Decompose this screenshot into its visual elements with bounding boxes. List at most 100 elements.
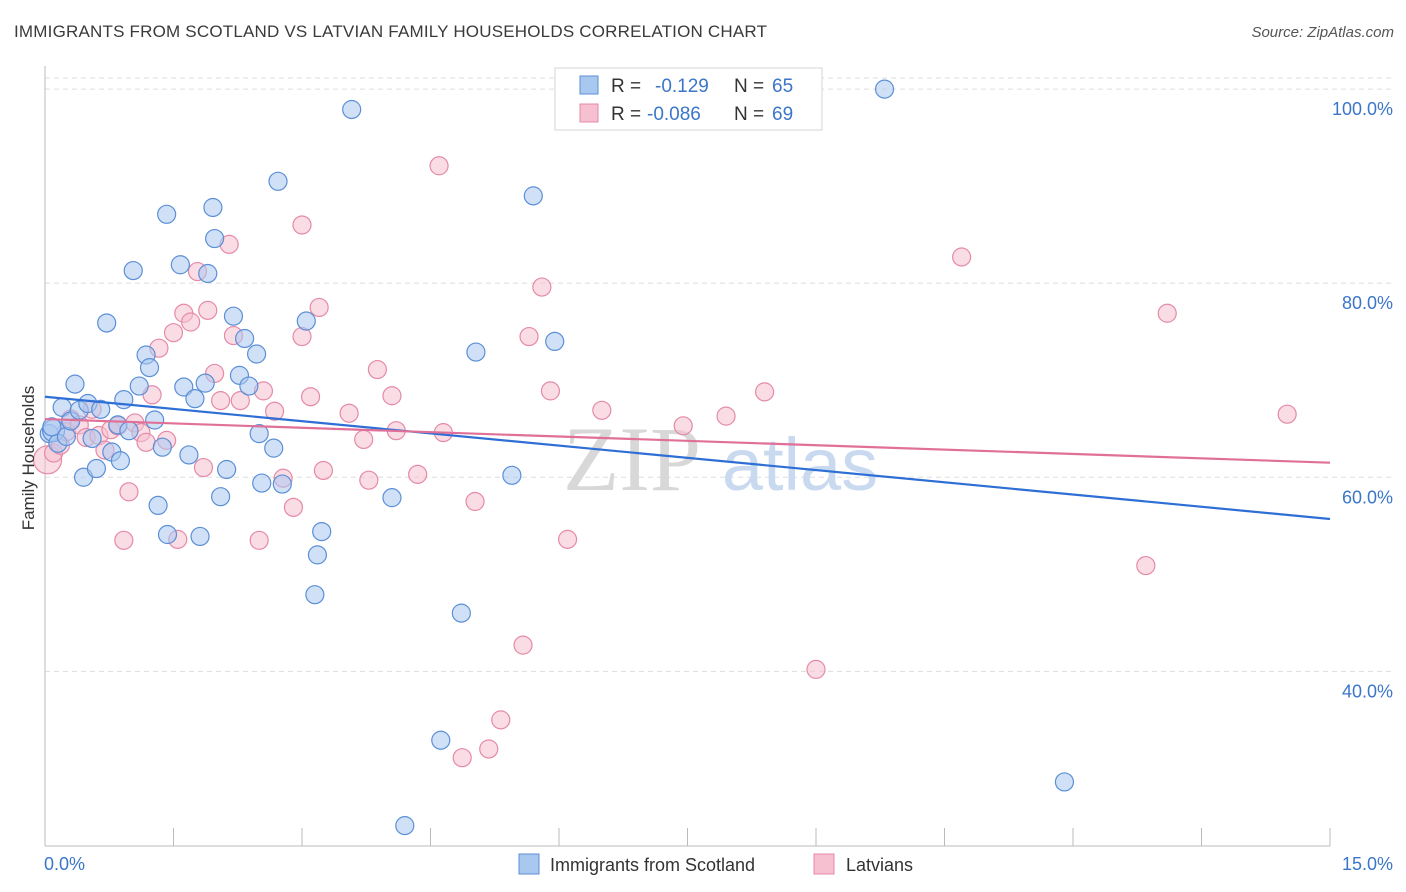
point-latvians [557, 529, 578, 549]
point-scotland [249, 423, 269, 444]
point-latvians [211, 391, 231, 411]
legend-n-label-2: N = [734, 104, 764, 125]
point-latvians [309, 297, 329, 318]
legend-n-label-1: N = [734, 76, 764, 97]
point-latvians [359, 470, 379, 490]
point-scotland [431, 730, 451, 750]
point-latvians [429, 156, 449, 176]
point-scotland [129, 376, 149, 396]
source-label: Source: ZipAtlas.com [1251, 24, 1394, 41]
point-scotland [272, 474, 292, 494]
point-scotland [312, 521, 332, 542]
point-latvians [1136, 555, 1156, 576]
point-scotland [235, 328, 255, 349]
point-scotland [139, 358, 160, 378]
legend-r-label-2: R = [611, 104, 641, 125]
point-scotland [170, 255, 190, 275]
point-latvians [408, 464, 428, 484]
point-latvians [264, 401, 285, 421]
point-scotland [157, 524, 178, 545]
point-latvians [136, 432, 156, 452]
y-tick-label: 60.0% [1342, 487, 1393, 507]
point-scotland [239, 376, 259, 396]
trend-line-scotland [44, 395, 1331, 521]
point-scotland [874, 79, 895, 99]
point-scotland [395, 816, 415, 836]
point-scotland [211, 487, 231, 507]
point-scotland [145, 410, 165, 430]
point-scotland [91, 399, 111, 419]
point-latvians [249, 530, 269, 550]
legend-label-scotland: Immigrants from Scotland [550, 855, 755, 875]
point-scotland [307, 545, 328, 565]
legend-n-value-1: 65 [772, 76, 793, 97]
legend-r-value-1: -0.129 [655, 76, 709, 97]
point-scotland [114, 390, 134, 410]
point-scotland [65, 374, 85, 394]
point-scotland [1054, 772, 1075, 792]
point-latvians [354, 429, 374, 450]
point-scotland [198, 263, 218, 284]
point-latvians [163, 323, 184, 343]
point-latvians [119, 482, 139, 502]
point-latvians [382, 386, 402, 406]
x-tick-label-end: 15.0% [1342, 854, 1393, 874]
point-latvians [592, 400, 612, 420]
y-axis-label: Family Households [19, 386, 38, 531]
point-scotland [217, 459, 237, 480]
point-scotland [305, 585, 325, 605]
point-scotland [296, 311, 316, 331]
point-scotland [268, 171, 288, 191]
point-scotland [42, 417, 62, 437]
y-tick-label: 40.0% [1342, 681, 1393, 701]
legend-r-value-2: -0.086 [647, 104, 701, 125]
point-scotland [179, 445, 199, 465]
point-latvians [1157, 303, 1177, 323]
point-latvians [230, 391, 250, 411]
point-scotland [246, 344, 267, 364]
point-latvians [754, 382, 775, 402]
point-scotland [342, 99, 362, 120]
point-latvians [540, 381, 561, 401]
point-scotland [148, 495, 168, 515]
legend-swatch-blue [579, 75, 599, 95]
point-latvians [114, 530, 134, 550]
point-scotland [152, 437, 172, 457]
point-latvians [673, 416, 693, 436]
x-tick-label-start: 0.0% [44, 854, 85, 874]
point-latvians [1277, 404, 1297, 424]
y-tick-labels: 40.0% 60.0% 80.0% 100.0% [1332, 99, 1393, 701]
correlation-legend: R = -0.129 N = 65 R = -0.086 N = 69 [554, 67, 823, 131]
legend-swatch-latvians [813, 853, 835, 875]
point-scotland [97, 313, 117, 333]
point-latvians [292, 215, 312, 235]
point-scotland [203, 197, 223, 218]
point-latvians [193, 457, 214, 478]
point-scotland [205, 228, 225, 249]
point-latvians [716, 406, 736, 426]
point-scotland [502, 465, 522, 485]
legend-label-latvians: Latvians [846, 855, 913, 875]
watermark-atlas: atlas [722, 423, 878, 506]
point-scotland [82, 428, 102, 449]
point-latvians [952, 247, 972, 267]
point-scotland [223, 306, 244, 326]
point-latvians [465, 491, 485, 512]
legend-swatch-pink [579, 103, 599, 123]
chart-title: IMMIGRANTS FROM SCOTLAND VS LATVIAN FAMI… [14, 22, 768, 41]
point-latvians [806, 659, 826, 679]
point-scotland [466, 342, 486, 362]
point-latvians [313, 460, 334, 481]
point-latvians [513, 635, 533, 655]
legend-r-label-1: R = [611, 76, 641, 97]
y-tick-label: 100.0% [1332, 99, 1393, 119]
point-latvians [367, 359, 387, 380]
point-latvians [452, 748, 472, 768]
point-scotland [195, 373, 215, 393]
point-scotland [86, 458, 107, 479]
point-latvians [181, 312, 201, 332]
point-scotland [190, 526, 210, 547]
y-tick-label: 80.0% [1342, 293, 1393, 313]
legend-swatch-scotland [518, 853, 540, 875]
